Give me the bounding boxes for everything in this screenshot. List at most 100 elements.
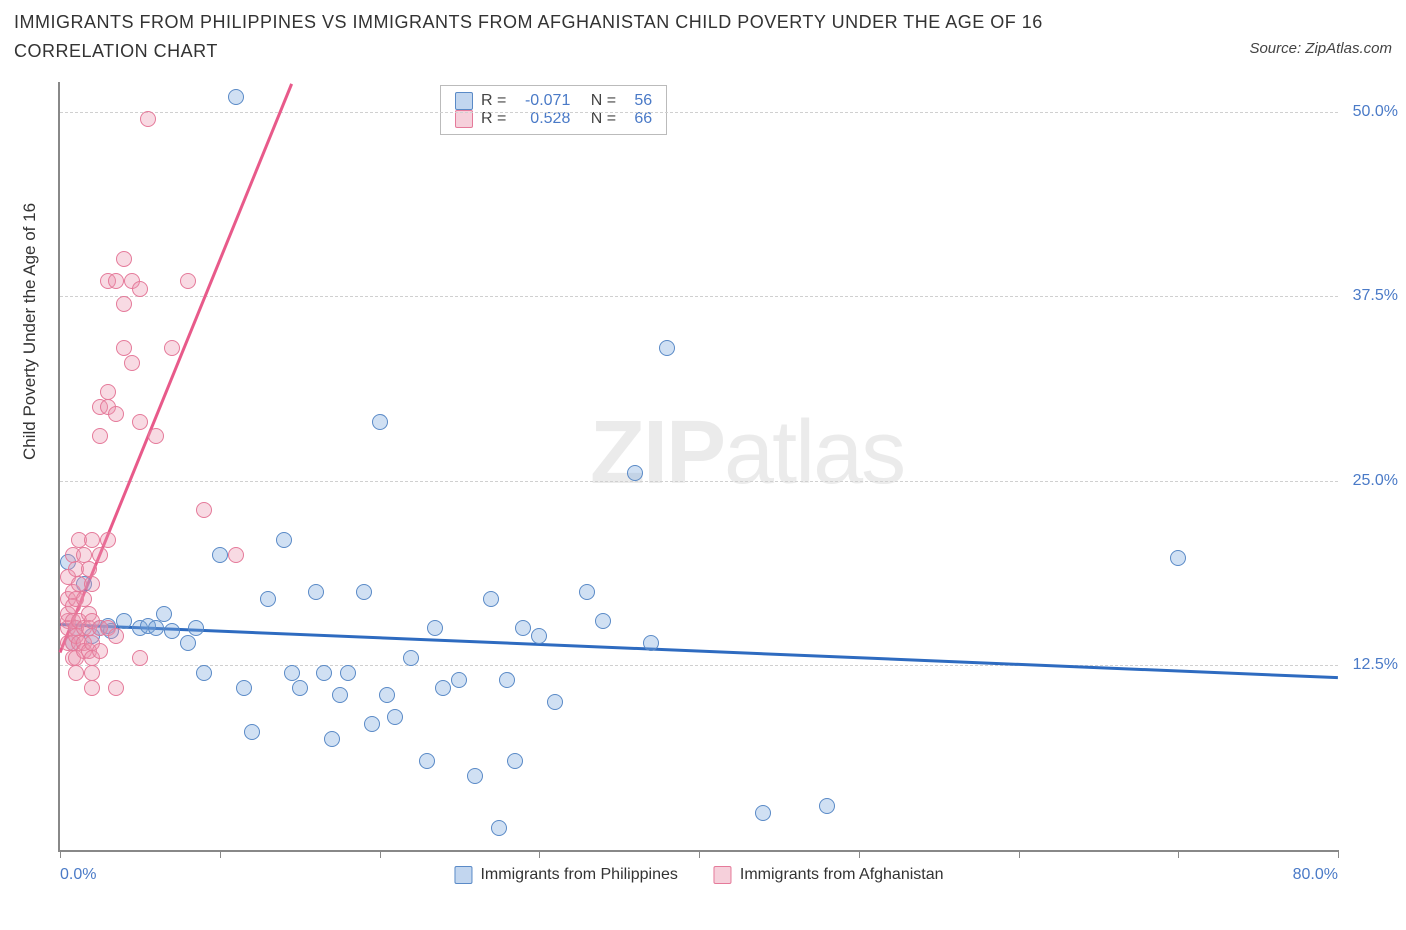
data-point-philippines [491, 820, 507, 836]
data-point-philippines [356, 584, 372, 600]
data-point-philippines [547, 694, 563, 710]
watermark-atlas: atlas [724, 403, 904, 503]
n-label: N = [591, 92, 616, 110]
data-point-philippines [595, 613, 611, 629]
data-point-afghanistan [84, 576, 100, 592]
watermark-zip: ZIP [590, 403, 724, 503]
data-point-philippines [659, 340, 675, 356]
data-point-philippines [451, 672, 467, 688]
data-point-afghanistan [196, 502, 212, 518]
gridline-h [60, 296, 1338, 297]
r-label: R = [481, 110, 506, 128]
data-point-philippines [364, 716, 380, 732]
data-point-philippines [467, 768, 483, 784]
swatch-pink-icon [455, 110, 473, 128]
chart-container: IMMIGRANTS FROM PHILIPPINES VS IMMIGRANT… [0, 0, 1406, 930]
data-point-philippines [579, 584, 595, 600]
data-point-afghanistan [81, 561, 97, 577]
data-point-afghanistan [124, 355, 140, 371]
ytick-label: 37.5% [1353, 287, 1398, 305]
n-value: 56 [624, 92, 652, 110]
xtick [1338, 850, 1339, 858]
data-point-afghanistan [92, 547, 108, 563]
gridline-h [60, 665, 1338, 666]
data-point-afghanistan [100, 532, 116, 548]
xtick [859, 850, 860, 858]
data-point-philippines [755, 805, 771, 821]
source-attribution: Source: ZipAtlas.com [1249, 40, 1392, 57]
data-point-philippines [483, 591, 499, 607]
data-point-philippines [148, 620, 164, 636]
data-point-philippines [627, 465, 643, 481]
r-value: 0.528 [514, 110, 570, 128]
data-point-afghanistan [108, 628, 124, 644]
data-point-philippines [228, 89, 244, 105]
data-point-philippines [379, 687, 395, 703]
data-point-philippines [156, 606, 172, 622]
swatch-blue-icon [454, 866, 472, 884]
ytick-label: 50.0% [1353, 103, 1398, 121]
data-point-afghanistan [140, 111, 156, 127]
data-point-philippines [276, 532, 292, 548]
ytick-label: 12.5% [1353, 656, 1398, 674]
xtick [539, 850, 540, 858]
data-point-afghanistan [76, 591, 92, 607]
data-point-afghanistan [68, 665, 84, 681]
data-point-philippines [419, 753, 435, 769]
chart-title: IMMIGRANTS FROM PHILIPPINES VS IMMIGRANT… [14, 8, 1124, 66]
data-point-philippines [292, 680, 308, 696]
data-point-afghanistan [108, 273, 124, 289]
xtick [1019, 850, 1020, 858]
data-point-afghanistan [132, 281, 148, 297]
legend-label: Immigrants from Philippines [480, 866, 677, 884]
swatch-blue-icon [455, 92, 473, 110]
data-point-philippines [387, 709, 403, 725]
data-point-philippines [180, 635, 196, 651]
data-point-philippines [196, 665, 212, 681]
plot-area: ZIPatlas R = -0.071 N = 56 R = 0.528 N =… [58, 82, 1338, 852]
data-point-afghanistan [180, 273, 196, 289]
data-point-afghanistan [100, 384, 116, 400]
data-point-philippines [427, 620, 443, 636]
data-point-philippines [403, 650, 419, 666]
ytick-label: 25.0% [1353, 472, 1398, 490]
data-point-philippines [1170, 550, 1186, 566]
data-point-afghanistan [84, 665, 100, 681]
data-point-afghanistan [92, 643, 108, 659]
data-point-afghanistan [116, 251, 132, 267]
data-point-philippines [284, 665, 300, 681]
data-point-philippines [643, 635, 659, 651]
data-point-philippines [212, 547, 228, 563]
data-point-afghanistan [116, 296, 132, 312]
n-label: N = [591, 110, 616, 128]
data-point-philippines [531, 628, 547, 644]
data-point-philippines [372, 414, 388, 430]
series-legend: Immigrants from Philippines Immigrants f… [454, 866, 943, 884]
gridline-h [60, 112, 1338, 113]
data-point-afghanistan [84, 532, 100, 548]
r-label: R = [481, 92, 506, 110]
data-point-philippines [244, 724, 260, 740]
data-point-afghanistan [108, 680, 124, 696]
data-point-philippines [324, 731, 340, 747]
swatch-pink-icon [714, 866, 732, 884]
watermark: ZIPatlas [590, 402, 904, 505]
legend-item-philippines: Immigrants from Philippines [454, 866, 677, 884]
data-point-philippines [332, 687, 348, 703]
legend-item-afghanistan: Immigrants from Afghanistan [714, 866, 944, 884]
data-point-afghanistan [228, 547, 244, 563]
data-point-philippines [188, 620, 204, 636]
data-point-afghanistan [92, 428, 108, 444]
data-point-philippines [308, 584, 324, 600]
legend-label: Immigrants from Afghanistan [740, 866, 944, 884]
xtick-label: 0.0% [60, 866, 96, 884]
data-point-philippines [116, 613, 132, 629]
legend-row-afghanistan: R = 0.528 N = 66 [455, 110, 652, 128]
xtick [380, 850, 381, 858]
gridline-h [60, 481, 1338, 482]
xtick [1178, 850, 1179, 858]
xtick-label: 80.0% [1293, 866, 1338, 884]
data-point-afghanistan [76, 547, 92, 563]
data-point-philippines [164, 623, 180, 639]
data-point-philippines [340, 665, 356, 681]
